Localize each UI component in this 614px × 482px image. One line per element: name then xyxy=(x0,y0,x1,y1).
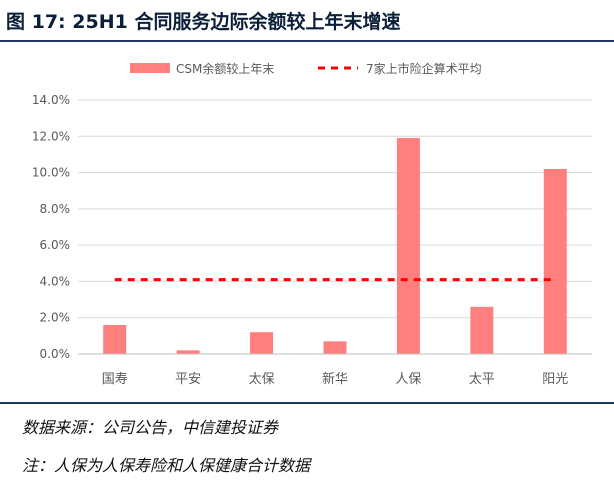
y-axis: 0.0% 2.0% 4.0% 6.0% 8.0% 10.0% 12.0% 14.0% xyxy=(32,93,70,361)
gridlines xyxy=(78,99,592,319)
footer-rule xyxy=(0,402,614,404)
bar xyxy=(323,341,347,354)
y-tick-label: 2.0% xyxy=(40,311,71,325)
x-category-label: 平安 xyxy=(175,372,201,387)
y-tick-label: 10.0% xyxy=(32,166,70,180)
legend: CSM余额较上年末 7家上市险企算术平均 xyxy=(130,61,482,76)
y-tick-label: 6.0% xyxy=(40,238,71,252)
x-category-label: 阳光 xyxy=(542,372,568,387)
bar xyxy=(250,332,274,354)
y-tick-label: 8.0% xyxy=(40,202,71,216)
bar xyxy=(396,138,420,354)
x-category-label: 太平 xyxy=(469,372,495,387)
legend-label-average: 7家上市险企算术平均 xyxy=(366,61,482,76)
figure-title: 图 17: 25H1 合同服务边际余额较上年末增速 xyxy=(6,11,401,33)
x-category-label: 人保 xyxy=(395,372,421,387)
source-note: 数据来源：公司公告，中信建投证券 xyxy=(22,418,279,437)
x-category-label: 太保 xyxy=(249,372,275,387)
x-category-label: 新华 xyxy=(322,371,348,387)
bar xyxy=(176,350,200,354)
bars xyxy=(103,138,567,354)
legend-label-bar: CSM余额较上年末 xyxy=(176,61,274,76)
bar xyxy=(470,306,494,354)
y-tick-label: 0.0% xyxy=(40,347,71,361)
x-category-label: 国寿 xyxy=(102,372,128,387)
bar-chart: CSM余额较上年末 7家上市险企算术平均 0.0% 2.0% 4.0% 6.0% 8.0… xyxy=(32,61,592,387)
y-tick-label: 14.0% xyxy=(32,93,70,107)
x-axis: 国寿 平安 太保 新华 人保 太平 阳光 xyxy=(78,353,592,387)
y-tick-label: 4.0% xyxy=(40,274,71,288)
title-rule xyxy=(0,40,614,42)
footnote: 注：人保为人保寿险和人保健康合计数据 xyxy=(22,456,311,475)
y-tick-label: 12.0% xyxy=(32,129,70,143)
legend-swatch-bar xyxy=(130,63,170,73)
bar xyxy=(103,324,127,354)
bar xyxy=(543,168,567,354)
